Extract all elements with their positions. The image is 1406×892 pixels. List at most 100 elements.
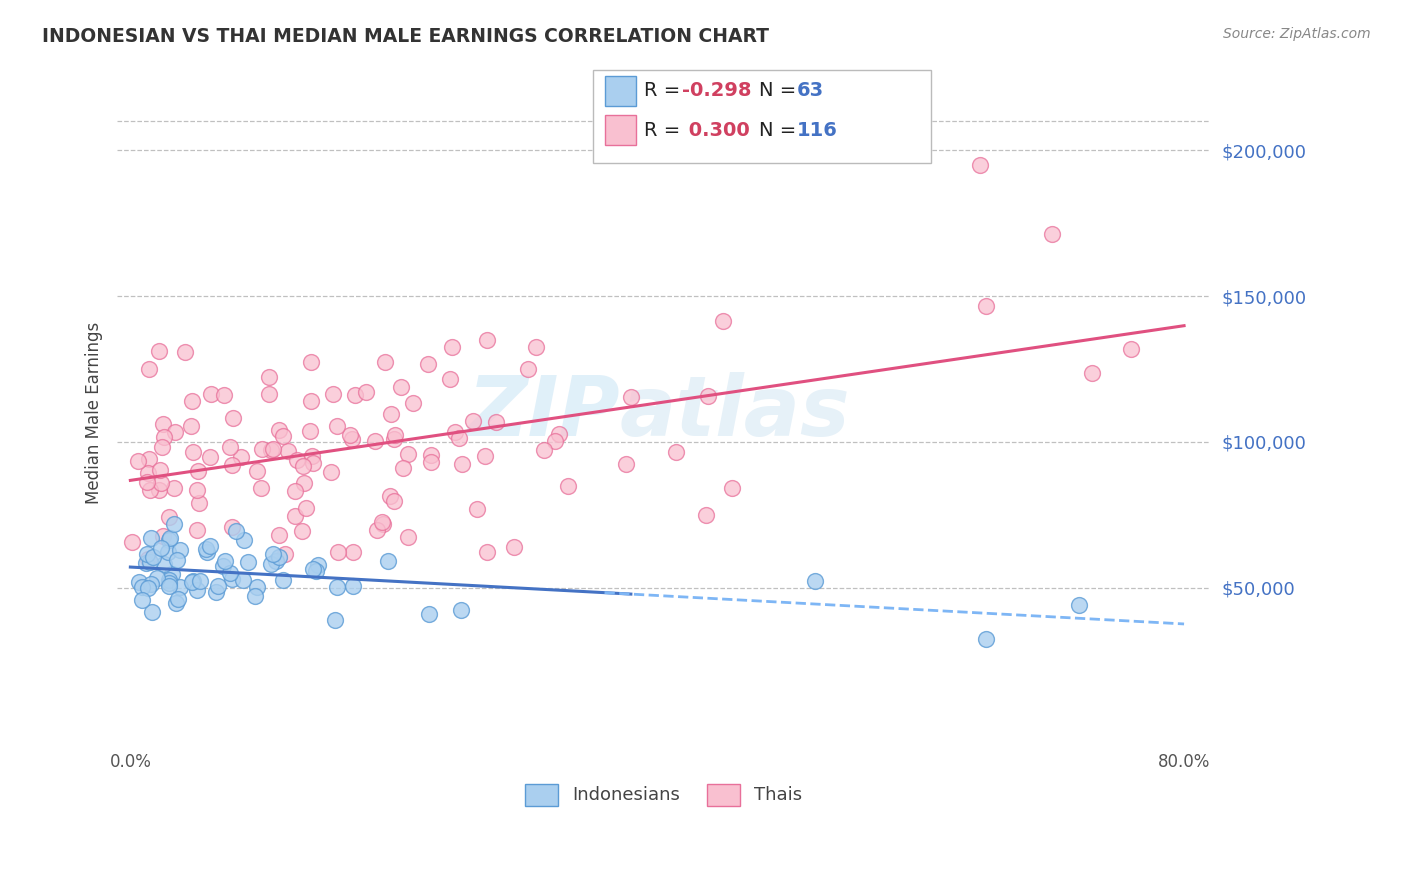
Point	[402, 396, 425, 410]
Text: ZIP: ZIP	[467, 372, 620, 453]
Point	[804, 574, 827, 588]
Point	[157, 533, 180, 548]
Point	[153, 430, 176, 444]
Point	[221, 458, 243, 472]
Point	[195, 544, 218, 558]
Point	[163, 516, 186, 531]
Point	[277, 444, 299, 458]
Text: R =: R =	[644, 120, 686, 140]
Point	[262, 442, 284, 456]
Point	[396, 530, 419, 544]
Point	[181, 393, 204, 408]
Point	[354, 384, 377, 399]
Point	[157, 573, 180, 587]
Point	[214, 554, 236, 568]
Point	[370, 515, 392, 529]
Point	[450, 603, 472, 617]
Point	[198, 539, 221, 553]
Point	[273, 547, 295, 561]
Point	[1040, 227, 1063, 241]
Point	[187, 496, 209, 510]
Point	[167, 591, 190, 606]
Point	[141, 577, 163, 591]
Text: N =: N =	[759, 81, 803, 101]
Point	[697, 389, 720, 403]
Point	[219, 566, 242, 580]
Point	[128, 574, 150, 589]
Point	[195, 541, 218, 556]
Point	[382, 433, 405, 447]
Point	[291, 458, 314, 473]
Point	[221, 572, 243, 586]
Point	[246, 580, 269, 594]
Point	[299, 393, 322, 408]
Point	[371, 516, 394, 531]
Point	[467, 502, 489, 516]
Point	[969, 158, 991, 172]
Point	[204, 585, 226, 599]
Point	[302, 562, 325, 576]
Point	[153, 558, 176, 572]
Point	[475, 334, 498, 348]
Point	[136, 548, 159, 562]
Point	[364, 434, 387, 448]
Point	[374, 355, 396, 369]
Point	[713, 314, 735, 328]
Point	[547, 427, 569, 442]
Point	[325, 418, 347, 433]
Point	[145, 571, 167, 585]
Text: -0.298: -0.298	[682, 81, 751, 101]
Point	[271, 573, 294, 587]
Point	[159, 531, 181, 545]
Point	[319, 466, 342, 480]
Point	[188, 574, 211, 588]
Point	[257, 370, 280, 384]
Point	[250, 481, 273, 495]
Text: 116: 116	[797, 120, 838, 140]
Point	[262, 547, 284, 561]
Point	[246, 464, 269, 478]
Point	[163, 425, 186, 439]
Point	[620, 390, 643, 404]
Point	[163, 482, 186, 496]
Point	[665, 444, 688, 458]
Point	[186, 523, 208, 537]
Point	[139, 555, 162, 569]
Point	[211, 559, 233, 574]
Point	[139, 531, 162, 545]
Point	[392, 461, 415, 475]
Legend: Indonesians, Thais: Indonesians, Thais	[517, 776, 810, 813]
Point	[131, 592, 153, 607]
Point	[344, 388, 367, 402]
Point	[138, 362, 160, 376]
Point	[260, 557, 283, 571]
Point	[257, 386, 280, 401]
Point	[233, 533, 256, 547]
Point	[449, 431, 471, 445]
Point	[200, 450, 222, 465]
Point	[200, 387, 222, 401]
Point	[169, 542, 191, 557]
Point	[292, 476, 315, 491]
Point	[136, 475, 159, 490]
Point	[152, 528, 174, 542]
Point	[416, 357, 439, 371]
Point	[260, 443, 283, 458]
Point	[181, 574, 204, 589]
Point	[396, 447, 419, 461]
Text: N =: N =	[759, 120, 803, 140]
Text: INDONESIAN VS THAI MEDIAN MALE EARNINGS CORRELATION CHART: INDONESIAN VS THAI MEDIAN MALE EARNINGS …	[42, 27, 769, 45]
Point	[524, 340, 547, 354]
Point	[152, 417, 174, 431]
Point	[149, 541, 172, 556]
Point	[439, 372, 461, 386]
Point	[419, 455, 441, 469]
Point	[273, 429, 295, 443]
Text: R =: R =	[644, 81, 686, 101]
Point	[150, 440, 173, 454]
Point	[180, 418, 202, 433]
Point	[325, 580, 347, 594]
Text: 0.300: 0.300	[682, 120, 749, 140]
Point	[450, 458, 472, 472]
Point	[443, 425, 465, 440]
